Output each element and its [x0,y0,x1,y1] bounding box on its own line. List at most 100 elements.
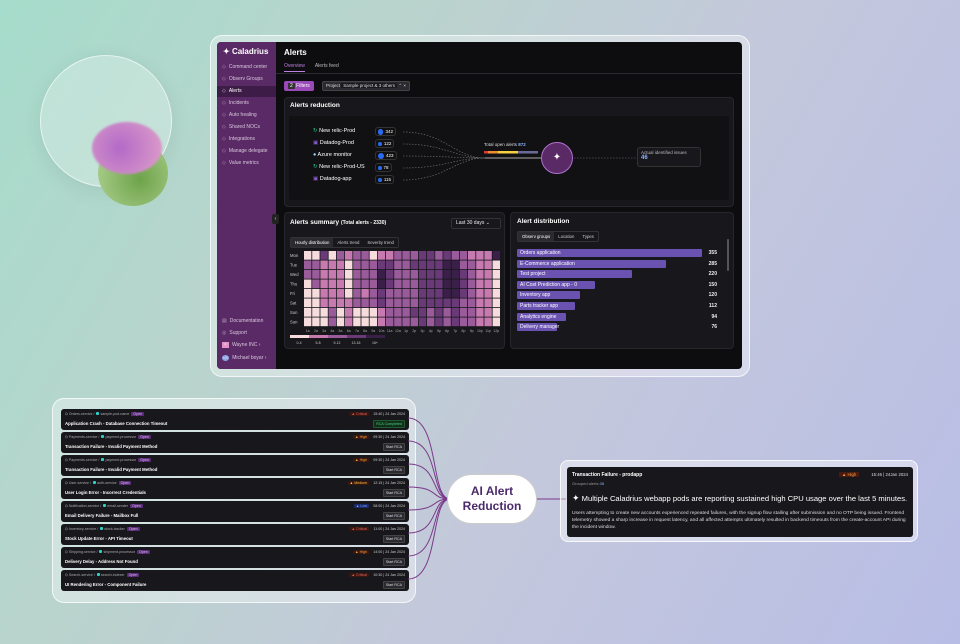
sidebar-item-integrations[interactable]: ◇ Integrations [222,136,255,142]
start-rca-button[interactable]: Start RCA [382,489,405,497]
bar[interactable]: AI Cost Prediction app - 0 [517,280,596,289]
heatmap-cell [459,279,468,289]
alert-row[interactable]: ⛭ Search-service / search-indexer Open UI … [61,570,409,591]
tab-overview[interactable]: Overview [284,63,305,72]
heatmap-cell [492,289,500,298]
heatmap-cell [377,317,386,327]
start-rca-button[interactable]: Start RCA [382,581,405,589]
heatmap-cell [492,308,500,317]
heatmap-cell [304,289,312,298]
sidebar-item-alerts[interactable]: ◇ Alerts [217,86,276,97]
tab-types[interactable]: Types [582,234,594,239]
alert-row[interactable]: ⛭ Notification-service / email-sender Ope… [61,501,409,522]
alert-row[interactable]: ⛭ Inventory-service / stock-tracker Open S… [61,524,409,545]
row-label: Sat [290,301,297,306]
sidebar-item-value-metrics[interactable]: ◇ Value metrics [222,160,259,166]
alert-row[interactable]: ⛭ Payments-service / payment-processor Op… [61,432,409,453]
support-icon: ◎ [222,330,227,336]
bar-value: 94 [711,313,717,320]
tab-location[interactable]: Location [558,234,575,239]
tab-alerts-trend[interactable]: Alerts trend [337,240,360,245]
alert-row[interactable]: ⛭ User-service / auth-service Open User Lo… [61,478,409,499]
heatmap-cell [468,298,476,308]
alert-row[interactable]: ⛭ Payments-service / payment-processor Op… [61,455,409,476]
sidebar-item-manage-delegate[interactable]: ◇ Manage delegate [222,148,268,154]
severity-badge: ▲ Medium [347,481,369,485]
source-count: 115 [375,175,394,184]
service-icon: ⛭ [65,412,69,416]
heatmap-cell [312,317,320,327]
heatmap-cell [369,279,377,289]
bar[interactable]: Inventory app [517,291,580,300]
source-count: 342 [375,127,396,136]
user-menu[interactable]: MB Michael boyar › [222,355,267,361]
sidebar-item-auto-healing[interactable]: ◇ Auto healing [222,112,257,118]
heatmap-cell [312,260,320,270]
date-range-select[interactable]: Last 30 days ⌄ [451,218,501,229]
source-datadog-app: ▣ Datadog-app [313,176,352,182]
alert-row[interactable]: ⛭ Shipping-service / shipment-processor O… [61,547,409,568]
tab-observ-groups[interactable]: Observ groups [518,232,555,241]
filters-button[interactable]: 2 Filters [284,81,314,91]
collapse-sidebar-button[interactable]: ‹ [272,214,279,224]
column-label: 7p [453,329,457,333]
sidebar-item-observ-groups[interactable]: ◇ Observ Groups [222,76,263,82]
sidebar-item-shared-nocs[interactable]: ◇ Shared NOCs [222,124,260,130]
legend-swatch [290,335,309,338]
heatmap-cell [345,270,353,279]
alert-row[interactable]: ⛭ Orders-service / sample-pod-name Open Ap… [61,409,409,430]
bar[interactable]: E-Commerce application [517,259,666,268]
row-label: Thu [290,282,298,287]
column-label: 2p [412,329,416,333]
heatmap-cell [476,270,484,279]
remove-filter-icon[interactable]: × [403,83,406,88]
heatmap-cell [304,270,312,279]
bar[interactable]: Delivery manager [517,323,559,332]
bar-value: 112 [708,303,717,309]
bar[interactable]: Parts tracker app [517,302,576,310]
volume-dot [378,166,382,170]
project-filter[interactable]: Project Sample project & 3 others ⌃ × [322,81,410,91]
heatmap-cell [427,317,435,327]
bar[interactable]: Analytics engine [517,312,566,321]
sidebar-item-command-center[interactable]: ◇ Command center [222,64,268,70]
heatmap-cell [328,308,336,317]
heatmap-cell [443,289,451,298]
component-icon [96,412,100,415]
gear-icon: ◇ [222,76,226,82]
heatmap-cell [468,317,476,327]
heatmap-cell [451,251,459,260]
tab-severity-trend[interactable]: Severity trend [367,240,394,245]
column-label: 1a [306,329,310,333]
heatmap-cell [451,279,459,289]
component-icon [101,435,105,438]
start-rca-button[interactable]: Start RCA [382,558,405,566]
heatmap-cell [361,317,369,327]
column-label: 1p [404,329,408,333]
tab-hourly-distribution[interactable]: Hourly distribution [291,238,334,247]
bar[interactable]: Test project [517,270,632,279]
column-label: 3p [421,329,425,333]
start-rca-button[interactable]: Start RCA [382,512,405,520]
start-rca-button[interactable]: Start RCA [382,466,405,474]
severity-badge: ▲ Critical [349,412,369,416]
start-rca-button[interactable]: Start RCA [382,443,405,451]
column-label: 4p [429,329,433,333]
sidebar-item-documentation[interactable]: ▤ Documentation [222,318,264,324]
org-switcher[interactable]: ♥ Wayne INC › [222,342,261,348]
heatmap-cell [312,298,320,308]
legend-label: 9-12 [333,341,340,345]
alert-time: 08:00 | 24 Jan 2024 [373,504,405,508]
tab-alerts-feed[interactable]: Alerts feed [314,63,339,69]
heatmap-cell [336,279,345,289]
start-rca-button[interactable]: Start RCA [382,535,405,543]
heatmap-cell [418,270,427,279]
severity-badge: ▲ Low [353,504,369,508]
severity-badge: ▲ High [839,472,860,477]
scrollbar[interactable] [727,239,729,271]
share-icon: ◇ [222,124,226,130]
bar[interactable]: Orders application [517,249,702,257]
sidebar-item-support[interactable]: ◎ Support [222,330,247,336]
sidebar-item-incidents[interactable]: ◇ Incidents [222,100,249,106]
alert-time: 09:30 | 24 Jan 2024 [373,435,405,439]
